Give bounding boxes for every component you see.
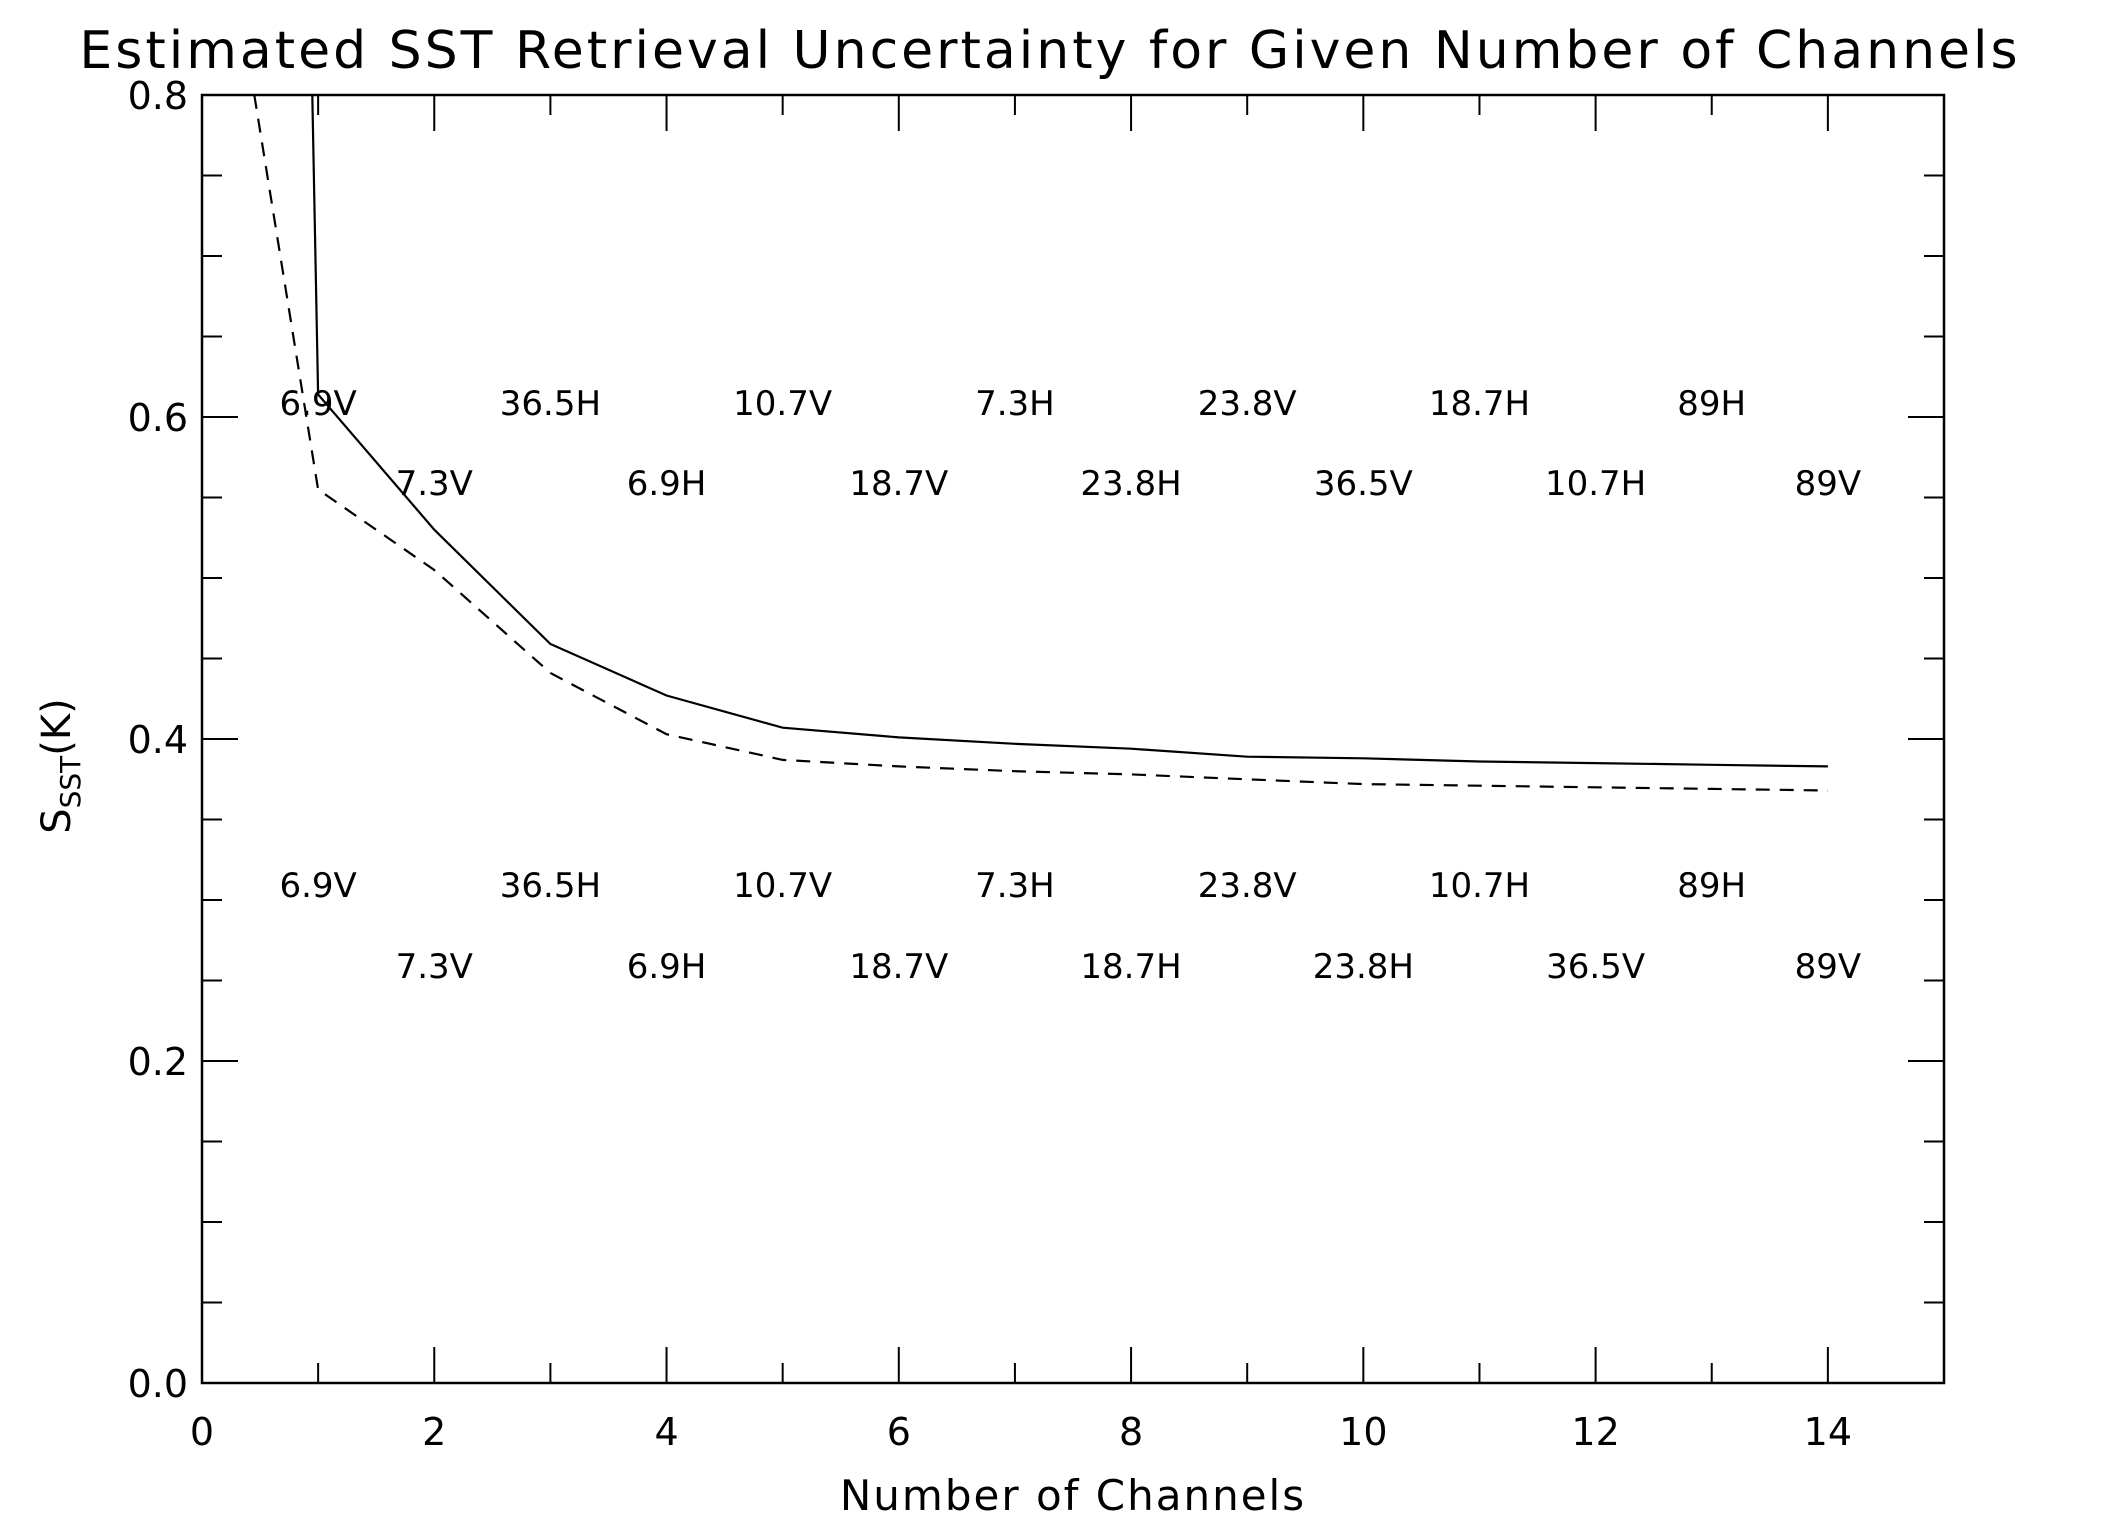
upper-channel-label: 10.7V xyxy=(733,384,832,424)
lower-channel-label: 18.7V xyxy=(849,947,948,987)
y-axis-label-unit: (K) xyxy=(34,698,80,755)
x-axis-label: Number of Channels xyxy=(840,1471,1306,1520)
y-axis-label-main: S xyxy=(34,808,80,833)
lower-channel-label: 10.7V xyxy=(733,866,832,906)
y-axis-label-subscript: SST xyxy=(54,755,87,809)
series-line-dashed xyxy=(253,94,1828,792)
y-tick-label: 0.8 xyxy=(128,74,188,118)
upper-channel-label: 89V xyxy=(1795,464,1862,504)
x-tick-label: 12 xyxy=(1571,1410,1619,1454)
lower-channel-label: 89V xyxy=(1795,947,1862,987)
lower-channel-label: 36.5V xyxy=(1546,947,1645,987)
upper-channel-label: 36.5V xyxy=(1314,464,1413,504)
upper-channel-label: 6.9V xyxy=(279,384,356,424)
lower-channel-label: 6.9H xyxy=(627,947,707,987)
axis-tick-labels: 0 2 4 6 8 10 12 14 0.0 0.2 0.4 0.6 0.8 xyxy=(128,74,1852,1454)
y-tick-label: 0.6 xyxy=(128,396,188,440)
upper-channel-label: 18.7H xyxy=(1429,384,1530,424)
x-tick-label: 10 xyxy=(1339,1410,1387,1454)
y-axis-label: SSST(K) xyxy=(34,698,87,834)
y-tick-label: 0.0 xyxy=(128,1362,188,1406)
upper-channel-label: 18.7V xyxy=(849,464,948,504)
x-tick-label: 8 xyxy=(1119,1410,1143,1454)
lower-channel-label: 18.7H xyxy=(1080,947,1181,987)
series-lines xyxy=(253,94,1828,792)
upper-channel-label: 23.8H xyxy=(1080,464,1181,504)
x-tick-label: 0 xyxy=(190,1410,214,1454)
lower-channel-label: 89H xyxy=(1677,866,1746,906)
x-tick-label: 14 xyxy=(1804,1410,1852,1454)
y-tick-label: 0.2 xyxy=(128,1040,188,1084)
lower-channel-label: 7.3V xyxy=(396,947,473,987)
channel-annotations: 6.9V 7.3V 36.5H 6.9H 10.7V 18.7V 7.3H 23.8H 23.8… xyxy=(279,384,1861,987)
lower-channel-label: 23.8H xyxy=(1313,947,1414,987)
upper-channel-label: 7.3H xyxy=(975,384,1055,424)
upper-channel-label: 89H xyxy=(1677,384,1746,424)
chart-title: Estimated SST Retrieval Uncertainty for … xyxy=(79,21,2020,81)
x-tick-label: 4 xyxy=(654,1410,678,1454)
lower-channel-label: 6.9V xyxy=(279,866,356,906)
plot-frame xyxy=(200,93,1946,1385)
axis-ticks xyxy=(201,94,1945,1384)
upper-channel-label: 36.5H xyxy=(500,384,601,424)
series-line-solid xyxy=(311,94,1828,768)
lower-channel-label: 36.5H xyxy=(500,866,601,906)
y-tick-label: 0.4 xyxy=(128,718,188,762)
upper-channel-label: 6.9H xyxy=(627,464,707,504)
lower-channel-label: 23.8V xyxy=(1198,866,1297,906)
x-tick-label: 2 xyxy=(422,1410,446,1454)
lower-channel-label: 10.7H xyxy=(1429,866,1530,906)
upper-channel-label: 10.7H xyxy=(1545,464,1646,504)
x-tick-label: 6 xyxy=(887,1410,911,1454)
lower-channel-label: 7.3H xyxy=(975,866,1055,906)
upper-channel-label: 23.8V xyxy=(1198,384,1297,424)
upper-channel-label: 7.3V xyxy=(396,464,473,504)
